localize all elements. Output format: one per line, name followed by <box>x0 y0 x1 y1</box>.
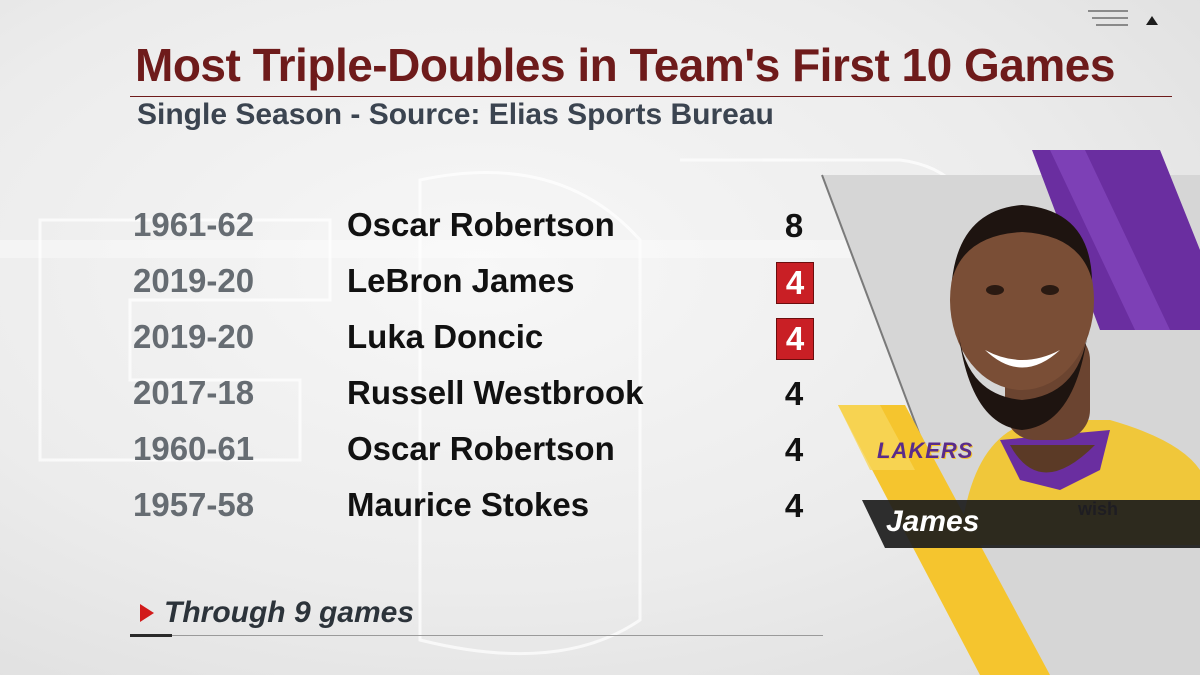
triangle-up-icon[interactable] <box>1146 16 1158 25</box>
gold-stripe-highlight <box>838 405 915 470</box>
menu-lines-icon[interactable] <box>1088 10 1128 26</box>
count-cell: 4 <box>784 375 804 412</box>
player-cell: Maurice Stokes <box>347 486 590 523</box>
count-cell: 8 <box>784 207 804 244</box>
purple-stripe-highlight <box>1050 150 1170 330</box>
red-triangle-right-icon <box>140 604 154 622</box>
title-divider <box>130 96 1172 97</box>
player-cell: Luka Doncic <box>347 318 544 355</box>
name-bar <box>862 500 1200 548</box>
footer-divider-accent <box>130 634 172 637</box>
count-cell: 4 <box>784 431 804 468</box>
season-cell: 2019-20 <box>133 318 255 355</box>
player-cell: Oscar Robertson <box>347 206 615 243</box>
footer-divider <box>130 635 823 636</box>
season-cell: 1960-61 <box>133 430 255 467</box>
season-cell: 1957-58 <box>133 486 255 523</box>
player-cell: LeBron James <box>347 262 575 299</box>
player-cell: Oscar Robertson <box>347 430 615 467</box>
count-cell-highlighted: 4 <box>776 262 814 304</box>
player-name-tag: James <box>886 505 980 538</box>
season-cell: 2019-20 <box>133 262 255 299</box>
page-title: Most Triple-Doubles in Team's First 10 G… <box>135 39 1115 91</box>
season-cell: 1961-62 <box>133 206 255 243</box>
count-cell: 4 <box>784 487 804 524</box>
footnote: Through 9 games <box>164 596 415 629</box>
season-cell: 2017-18 <box>133 374 255 411</box>
page-subtitle: Single Season - Source: Elias Sports Bur… <box>137 98 774 131</box>
lakers-logo: LAKERS <box>877 438 974 463</box>
player-cell: Russell Westbrook <box>347 374 644 411</box>
count-cell-highlighted: 4 <box>776 318 814 360</box>
